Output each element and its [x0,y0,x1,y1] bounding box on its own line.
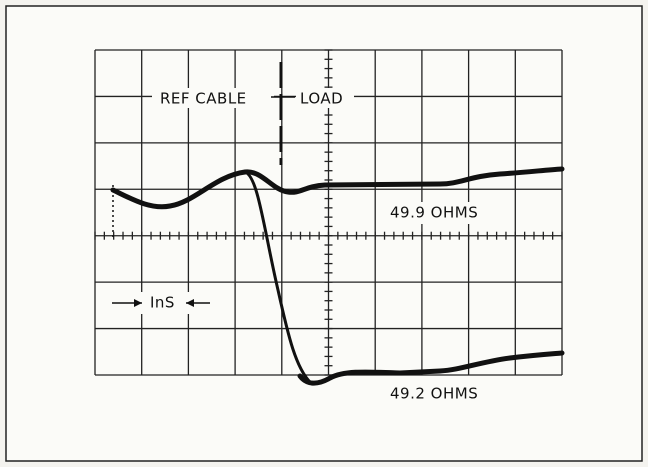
time-scale-label: InS [150,294,175,312]
arrow-head [186,299,194,307]
lower-trace-label: 49.2 OHMS [390,385,478,403]
load-label: LOAD [300,90,343,108]
traces [110,62,565,386]
frame [5,5,643,462]
lower-trace [243,170,314,386]
label-backdrop [152,88,274,108]
labels: REF CABLE LOAD 49.9 OHMS 49.2 OHMS InS [110,88,506,405]
arrow-head [134,299,142,307]
label-backdrop [386,383,506,405]
label-backdrop [110,292,214,314]
ref-cable-label: REF CABLE [160,90,247,108]
upper-trace-label: 49.9 OHMS [390,204,478,222]
label-backdrop [296,88,354,108]
label-backdrop [386,202,502,224]
lower-trace-settled [297,350,565,386]
upper-trace [110,166,565,210]
